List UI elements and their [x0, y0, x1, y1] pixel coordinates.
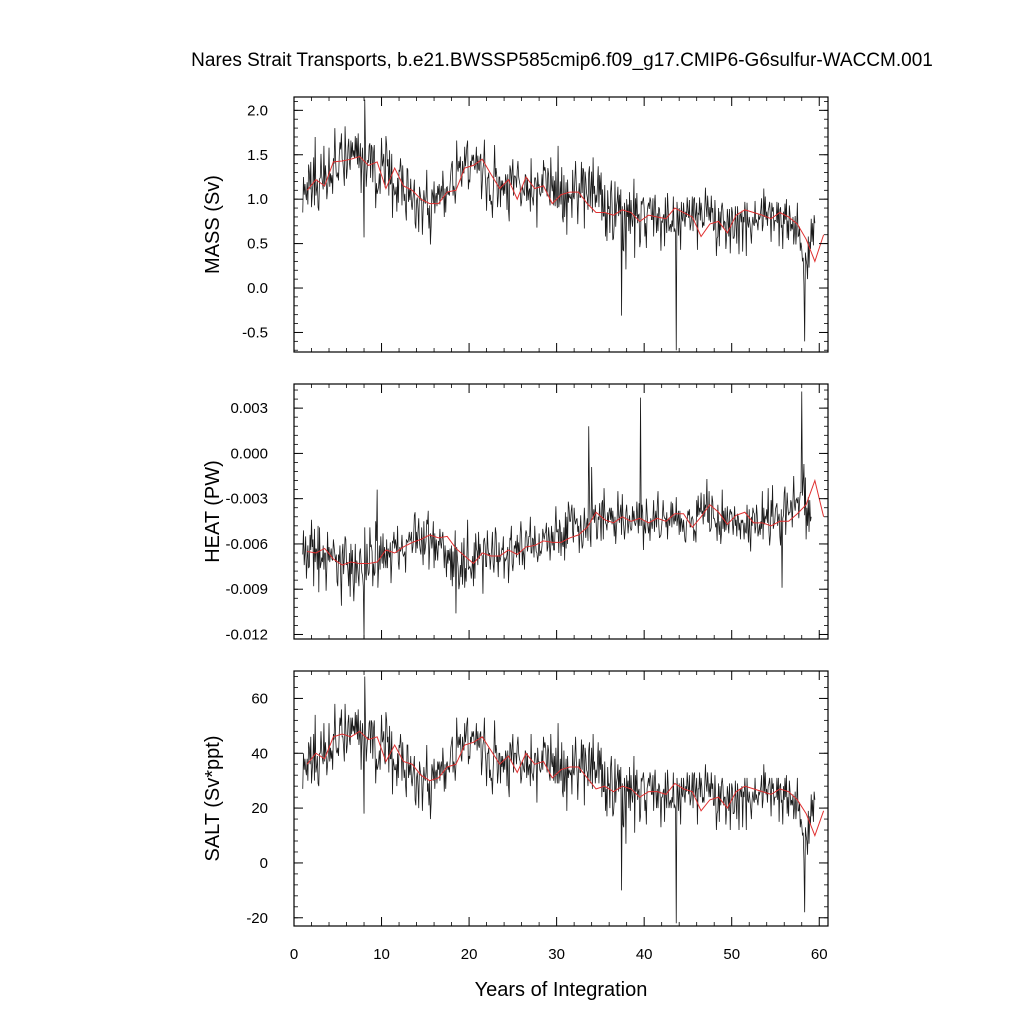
- xtick-label: 40: [636, 946, 653, 963]
- panel-salt: -20 0 20 40 60 SALT (Sv*ppt) 0 10 20 30 40 50 60: [202, 670, 829, 963]
- salt-ytick-label: 20: [251, 800, 268, 817]
- heat-ytick-label: 0.000: [230, 445, 268, 462]
- salt-annual-mean-series: [306, 730, 825, 837]
- xtick-label: 10: [373, 946, 390, 963]
- panel-heat: -0.012 -0.009 -0.006 -0.003 0.000 0.003 HEAT (…: [202, 383, 829, 643]
- mass-ytick-label: 1.0: [247, 191, 268, 208]
- mass-ytick-label: 1.5: [247, 147, 268, 164]
- salt-monthly-series: [302, 676, 816, 924]
- heat-ytick-label: -0.009: [225, 581, 268, 598]
- salt-y-axis-label: SALT (Sv*ppt): [202, 736, 224, 862]
- heat-y-axis-label: HEAT (PW): [202, 460, 224, 563]
- salt-ytick-label: 60: [251, 690, 268, 707]
- heat-annual-mean-series: [307, 478, 825, 566]
- x-axis-label: Years of Integration: [475, 979, 648, 1001]
- mass-ytick-label: -0.5: [242, 324, 268, 341]
- xtick-label: 0: [290, 946, 298, 963]
- mass-ytick-label: 2.0: [247, 102, 268, 119]
- xtick-label: 60: [811, 946, 828, 963]
- panel-mass: -0.5 0.0 0.5 1.0 1.5 2.0 MASS (Sv): [202, 96, 829, 353]
- mass-plot-frame: [293, 96, 829, 353]
- salt-ytick-label: 40: [251, 745, 268, 762]
- heat-ytick-label: -0.006: [225, 536, 268, 553]
- mass-ytick-label: 0.5: [247, 236, 268, 253]
- xtick-label: 30: [548, 946, 565, 963]
- chart-title: Nares Strait Transports, b.e21.BWSSP585c…: [191, 50, 933, 71]
- panels-group: -0.5 0.0 0.5 1.0 1.5 2.0 MASS (Sv) -0.012 -0.009…: [202, 96, 829, 963]
- mass-annual-mean-series: [306, 155, 825, 263]
- mass-monthly-series: [302, 99, 816, 351]
- heat-plot-frame: [293, 383, 829, 640]
- heat-ytick-label: -0.003: [225, 491, 268, 508]
- salt-ytick-label: 0: [260, 855, 268, 872]
- salt-plot-frame: [293, 670, 829, 927]
- salt-ytick-label: -20: [246, 910, 268, 927]
- xtick-label: 20: [461, 946, 478, 963]
- heat-ytick-label: 0.003: [230, 400, 268, 417]
- heat-monthly-series: [302, 391, 812, 639]
- mass-ytick-label: 0.0: [247, 280, 268, 297]
- xtick-label: 50: [723, 946, 740, 963]
- mass-y-axis-label: MASS (Sv): [202, 175, 224, 274]
- heat-ytick-label: -0.012: [225, 626, 268, 643]
